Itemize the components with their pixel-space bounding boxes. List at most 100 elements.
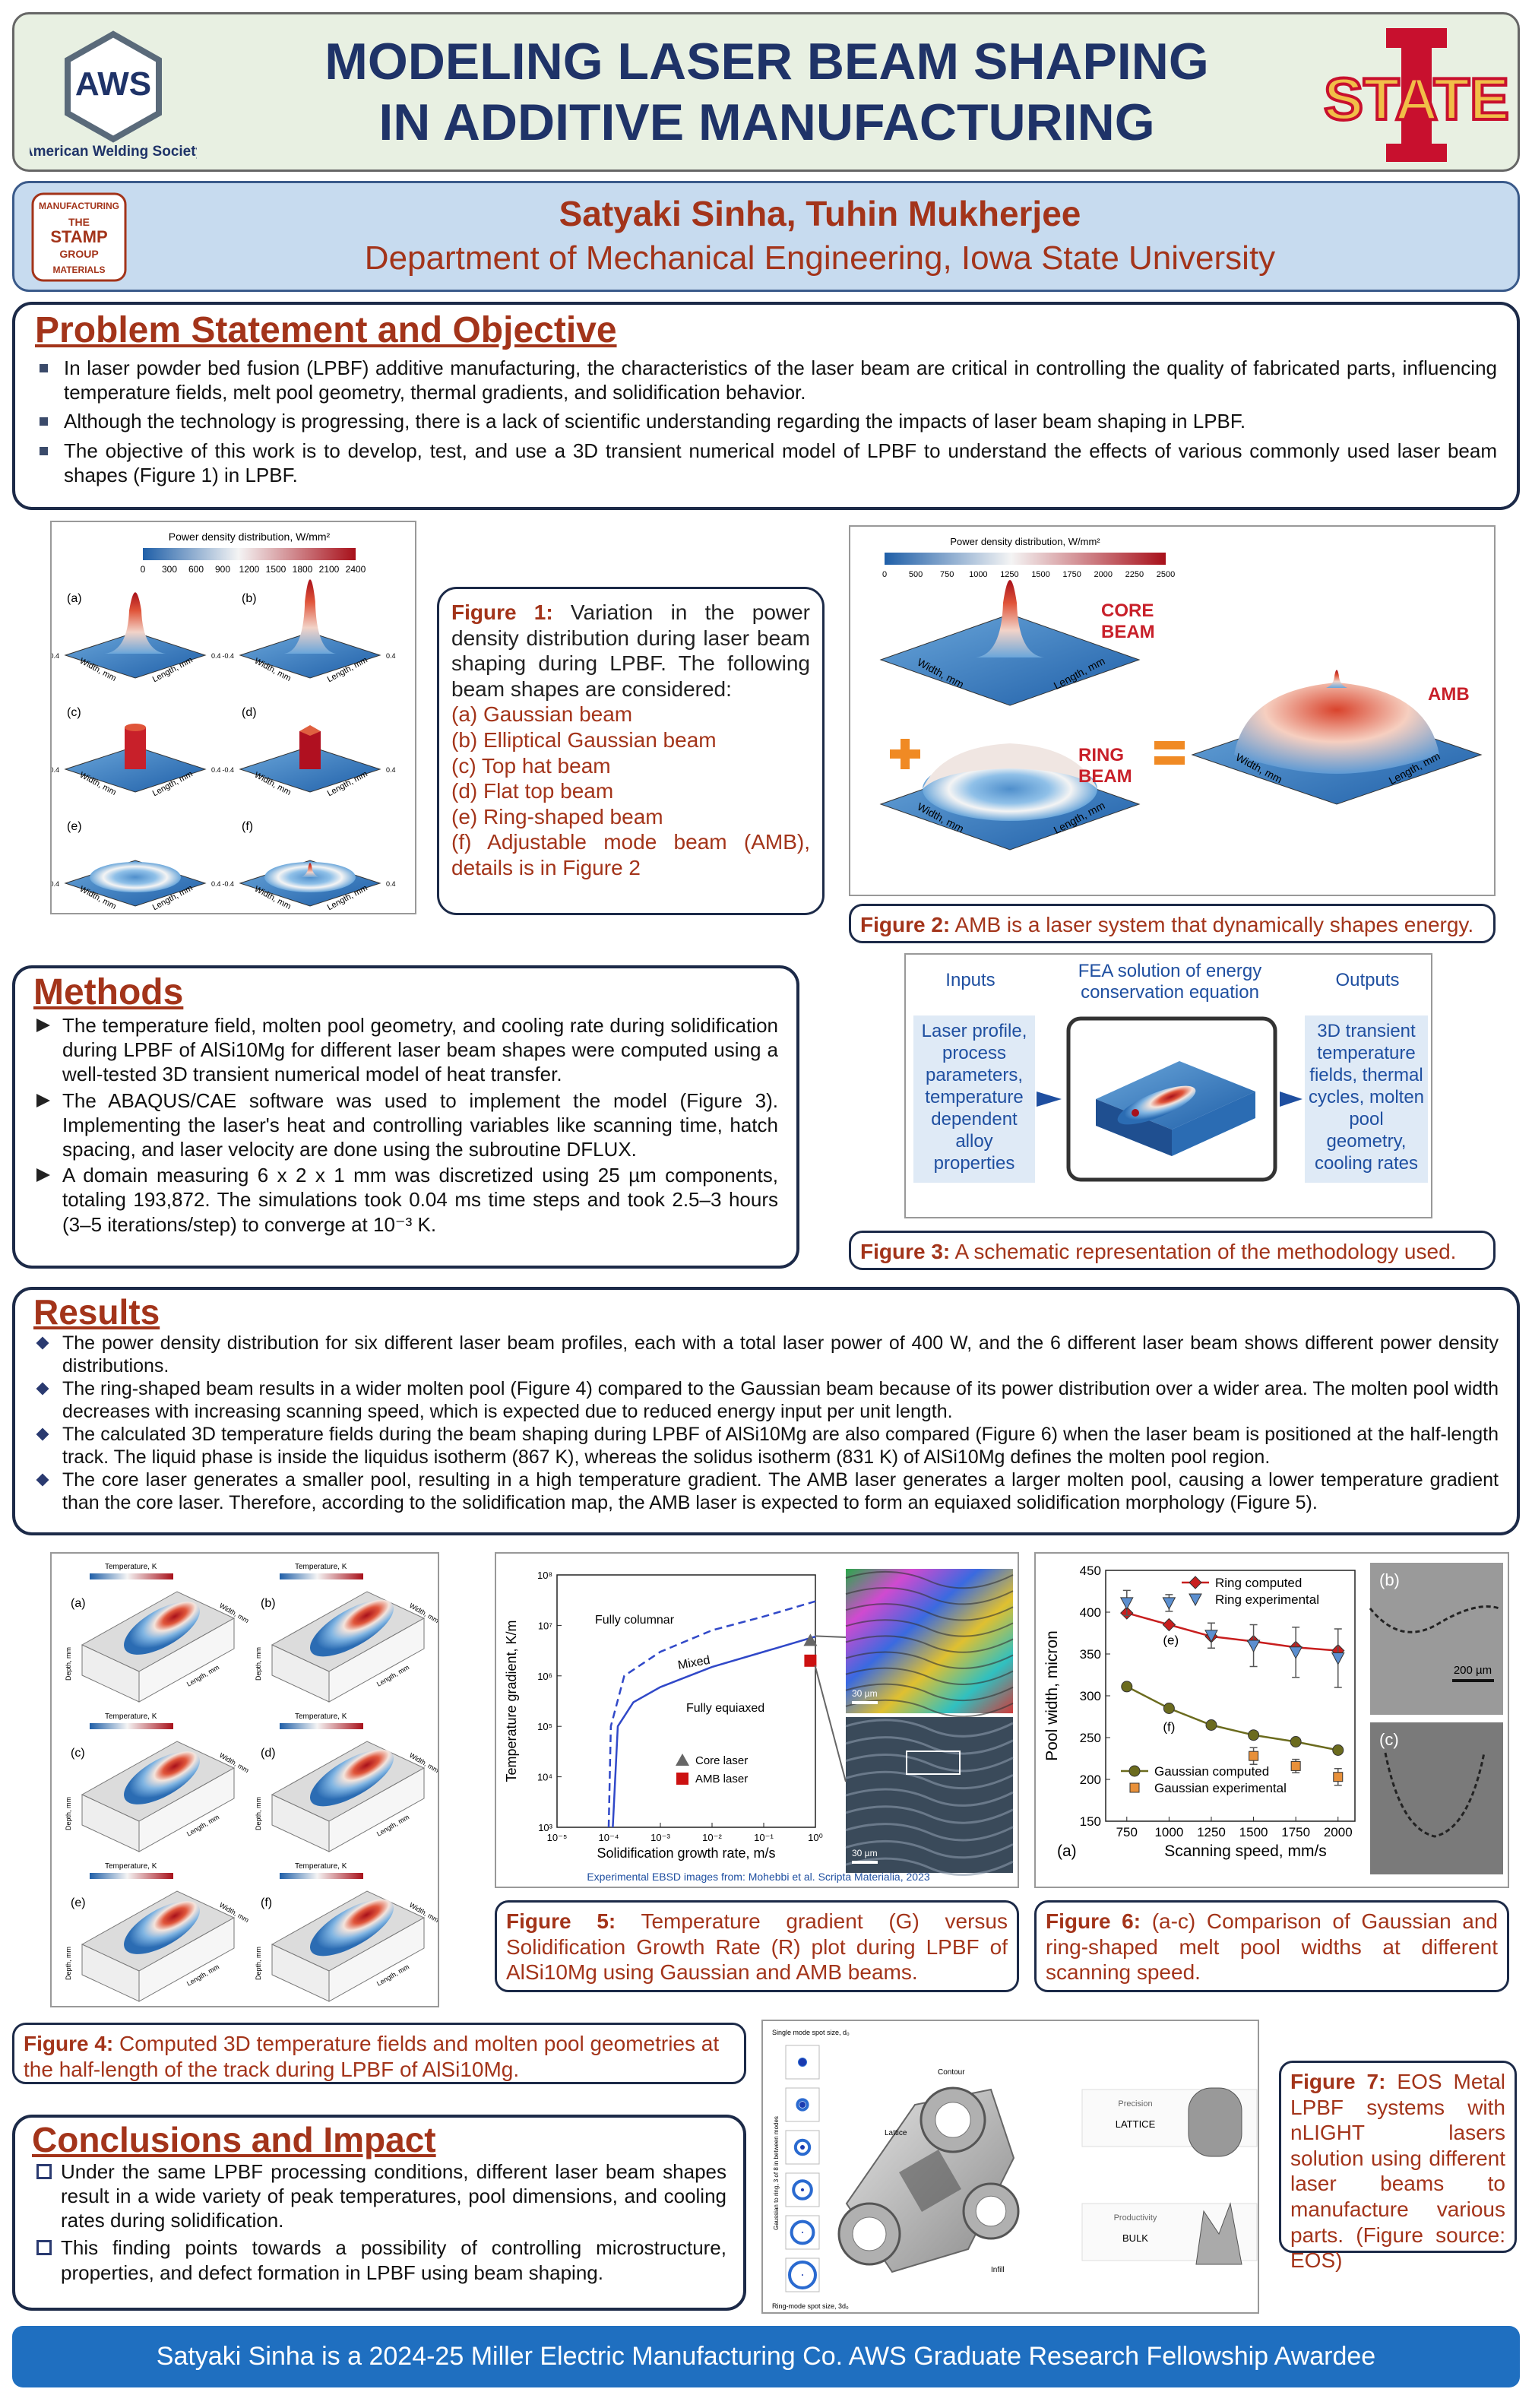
legend-swatch (676, 1773, 688, 1785)
caption-label: Figure 7: (1290, 2070, 1386, 2093)
part-hole (975, 2195, 1007, 2227)
data-point (804, 1654, 817, 1667)
caption-text: AMB is a laser system that dynamically s… (954, 913, 1474, 936)
ebsd-texture (845, 1651, 1014, 1669)
x-tick-label: 1250 (1197, 1825, 1226, 1839)
power-shape (125, 724, 146, 731)
figure-7-caption: Figure 7: EOS Metal LPBF systems with nL… (1279, 2061, 1517, 2272)
legend-swatch (676, 1754, 689, 1766)
colorbar-tick: 0 (141, 564, 146, 575)
x-tick-label: 10⁻⁴ (599, 1832, 619, 1843)
molten-pool (124, 1901, 200, 1954)
ebsd-image (846, 1569, 1013, 1713)
caption-text: Computed 3D temperature fields and molte… (24, 2032, 720, 2081)
colorbar-tick: 2500 (1157, 570, 1175, 579)
equals-sign (1154, 741, 1185, 749)
sample-label: Productivity (1114, 2213, 1157, 2223)
axis-tick: 0.4 (211, 880, 221, 888)
x-tick-label: 10⁻⁵ (547, 1832, 568, 1843)
colorbar (143, 548, 356, 560)
colorbar (90, 1873, 173, 1879)
figure-1-caption: Figure 1: Variation in the power density… (437, 587, 825, 915)
panel-label: (b) (242, 592, 257, 605)
ebsd-texture (845, 1839, 1014, 1859)
data-point (1248, 1729, 1260, 1741)
inputs-box: Laser profile, process parameters, tempe… (913, 1015, 1035, 1183)
colorbar-tick: 1000 (969, 570, 987, 579)
data-point (1290, 1736, 1302, 1747)
section-heading: Problem Statement and Objective (35, 310, 617, 350)
colorbar-tick: 2100 (319, 564, 340, 575)
scale-label: 200 µm (1454, 1664, 1492, 1677)
caption-text: (a-c) Comparison of Gaussian and ring-sh… (1046, 1909, 1499, 1985)
methods-section: Methods The temperature field, molten po… (12, 965, 799, 1269)
caption-label: Figure 3: (860, 1240, 951, 1263)
data-point (1204, 1630, 1218, 1643)
caption-list: (a) Gaussian beam (b) Elliptical Gaussian… (451, 702, 810, 880)
arrow (1037, 1092, 1062, 1107)
boundary-line (612, 1635, 816, 1828)
molten-pool (124, 1751, 200, 1804)
ebsd-texture (845, 1587, 1014, 1605)
legend-label: Gaussian computed (1154, 1764, 1269, 1779)
logo-shape (1401, 28, 1432, 161)
colorbar-tick: 1500 (1031, 570, 1049, 579)
axis-label: Depth, mm (255, 1797, 262, 1830)
scale-label: 30 µm (852, 1688, 878, 1699)
colorbar-tick: 2000 (1094, 570, 1113, 579)
figure-7: Single mode spot size, d₀ Ring-mode spot … (761, 2020, 1259, 2314)
legend-label: Core laser (695, 1754, 748, 1767)
spot-mode (799, 2058, 806, 2066)
y-tick-label: 200 (1080, 1773, 1101, 1787)
series-line (1126, 1685, 1339, 1751)
caption-item: (e) Ring-shaped beam (451, 804, 663, 829)
colorbar-title: Temperature, K (295, 1563, 347, 1571)
callout (814, 1665, 847, 1782)
spot-mode (793, 2138, 812, 2156)
ebsd-texture (845, 1753, 1014, 1773)
ebsd-texture (845, 1805, 1014, 1824)
logo-text: GROUP (59, 248, 98, 260)
figure-3: Inputs FEA solution of energy conservati… (904, 953, 1432, 1218)
micrograph (1370, 1722, 1503, 1874)
data-point (1332, 1744, 1344, 1756)
colorbar (280, 1573, 363, 1579)
power-shape (125, 727, 146, 769)
outputs-box: 3D transient temperature fields, thermal… (1305, 1015, 1428, 1183)
caption-label: Figure 5: (506, 1909, 616, 1933)
data-point (1246, 1640, 1261, 1653)
x-tick-label: 1500 (1239, 1825, 1268, 1839)
image-credit: Experimental EBSD images from: Mohebbi e… (587, 1871, 930, 1883)
caption-item: (c) Top hat beam (451, 753, 611, 778)
header: AWS American Welding Society MODELING LA… (12, 12, 1520, 172)
data-point (1163, 1703, 1175, 1714)
axis-label: Depth, mm (65, 1947, 72, 1980)
colorbar-tick: 500 (909, 570, 923, 579)
y-tick-label: 10⁷ (538, 1620, 552, 1631)
bulk-sample (1195, 2202, 1242, 2265)
caption-item: (b) Elliptical Gaussian beam (451, 727, 717, 752)
figure-4: Temperature, K(a)Depth, mm Length, mmWidt… (50, 1552, 439, 2007)
footer: Satyaki Sinha is a 2024-25 Miller Electr… (12, 2326, 1520, 2387)
mode-label: Ring-mode spot size, 3d₀ (772, 2302, 849, 2310)
ebsd-texture (845, 1667, 1014, 1685)
data-point (1333, 1772, 1344, 1782)
ebsd-texture (845, 1823, 1014, 1842)
ebsd-image (846, 1717, 1013, 1873)
legend-label: Ring experimental (1215, 1592, 1319, 1607)
colorbar-tick: 2250 (1125, 570, 1144, 579)
molten-pool (309, 1749, 394, 1807)
ebsd-texture (845, 1603, 1014, 1621)
colorbar (885, 553, 1166, 565)
logo-caption: American Welding Society (30, 144, 197, 160)
colorbar-title: Temperature, K (295, 1713, 347, 1721)
ebsd-texture (845, 1619, 1014, 1637)
figure-4-caption: Figure 4: Computed 3D temperature fields… (12, 2023, 746, 2084)
colorbar (280, 1723, 363, 1729)
mode-label: Gaussian to ring, 3 of 8 in between mode… (773, 2116, 780, 2230)
x-axis-label: Solidification growth rate, m/s (597, 1846, 775, 1861)
figure-2-caption: Figure 2: AMB is a laser system that dyn… (849, 904, 1496, 943)
figure-6-caption: Figure 6: (a-c) Comparison of Gaussian a… (1034, 1900, 1509, 1992)
affiliation: Department of Mechanical Engineering, Io… (364, 239, 1276, 277)
